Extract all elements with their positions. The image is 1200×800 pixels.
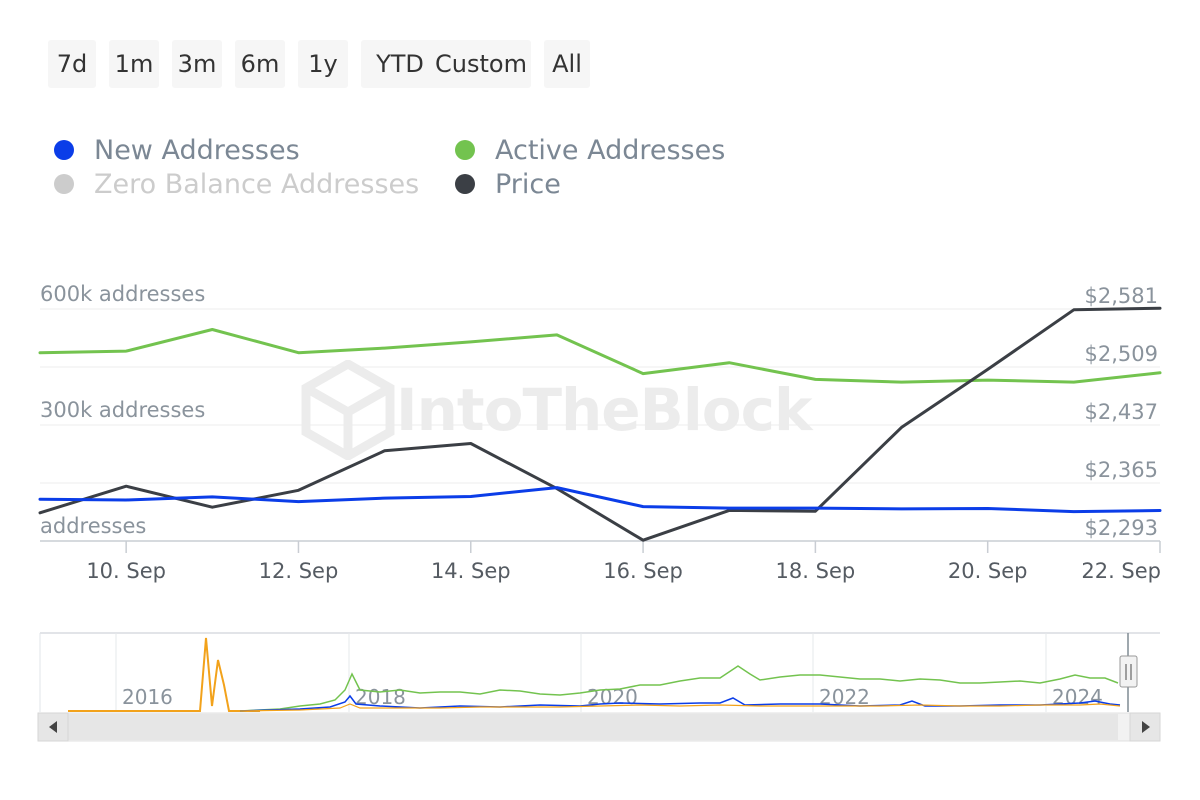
legend-item-zero-balance-addresses[interactable]: Zero Balance Addresses [54,167,419,201]
legend-marker [455,174,475,194]
range-button-1m[interactable]: 1m [109,40,159,88]
navigator-year-label: 2018 [355,685,406,709]
navigator-new-line [239,694,1121,712]
x-tick-label: 14. Sep [431,559,511,583]
y-right-tick-label: $2,293 [1085,516,1158,540]
legend-marker [54,140,74,160]
legend-item-new-addresses[interactable]: New Addresses [54,133,300,167]
navigator-handle [1119,655,1138,688]
scrollbar-thumb [68,714,1118,740]
y-left-tick-label: addresses [40,514,146,538]
x-tick-label: 16. Sep [603,559,683,583]
navigator-zero-balance-spike [68,637,260,712]
scroll-left-button [37,712,69,742]
legend-label: New Addresses [94,134,300,166]
navigator-year-label: 2020 [587,685,638,709]
legend-item-price[interactable]: Price [455,167,561,201]
navigator-year-label: 2024 [1052,685,1103,709]
y-left-tick-label: 300k addresses [40,398,205,422]
y-left-tick-label: 600k addresses [40,282,205,306]
navigator-layer: 2016 2018 2020 2022 2024 [37,632,1161,742]
legend-label: Zero Balance Addresses [94,168,420,200]
watermark-text: IntoTheBlock [396,376,813,444]
legend-marker [54,174,74,194]
range-button-1y[interactable]: 1y [298,40,348,88]
legend-item-active-addresses[interactable]: Active Addresses [455,133,725,167]
range-button-6m[interactable]: 6m [235,40,285,88]
x-tick-label: 12. Sep [259,559,339,583]
y-right-tick-label: $2,581 [1085,284,1158,308]
scroll-right-button [1129,712,1161,742]
scroll-right-arrow-icon [1142,721,1150,733]
range-button-3m[interactable]: 3m [172,40,222,88]
x-tick-label: 18. Sep [776,559,856,583]
watermark: IntoTheBlock [300,360,813,460]
navigator-year-label: 2016 [122,685,173,709]
series-line-new-addresses [38,486,1162,514]
legend-marker [455,140,475,160]
y-right-tick-label: $2,437 [1085,400,1158,424]
navigator-zero-balance-line [239,703,1121,712]
legend-label: Price [495,168,561,200]
legend-label: Active Addresses [495,134,726,166]
range-button-all[interactable]: All [544,40,590,88]
scrollbar-track [37,712,1161,742]
x-tick-label: 22. Sep [1081,559,1161,583]
x-tick-label: 20. Sep [948,559,1028,583]
range-button-7d[interactable]: 7d [48,40,96,88]
navigator-active-line [239,665,1119,712]
watermark-logo-icon [301,360,395,460]
y-right-tick-label: $2,365 [1085,458,1158,482]
x-tick-label: 10. Sep [86,559,166,583]
range-button-ytd[interactable]: YTD [361,40,439,88]
y-right-tick-label: $2,509 [1085,342,1158,366]
navigator-year-label: 2022 [819,685,870,709]
scroll-left-arrow-icon [49,721,57,733]
range-button-custom[interactable]: Custom [431,40,531,88]
